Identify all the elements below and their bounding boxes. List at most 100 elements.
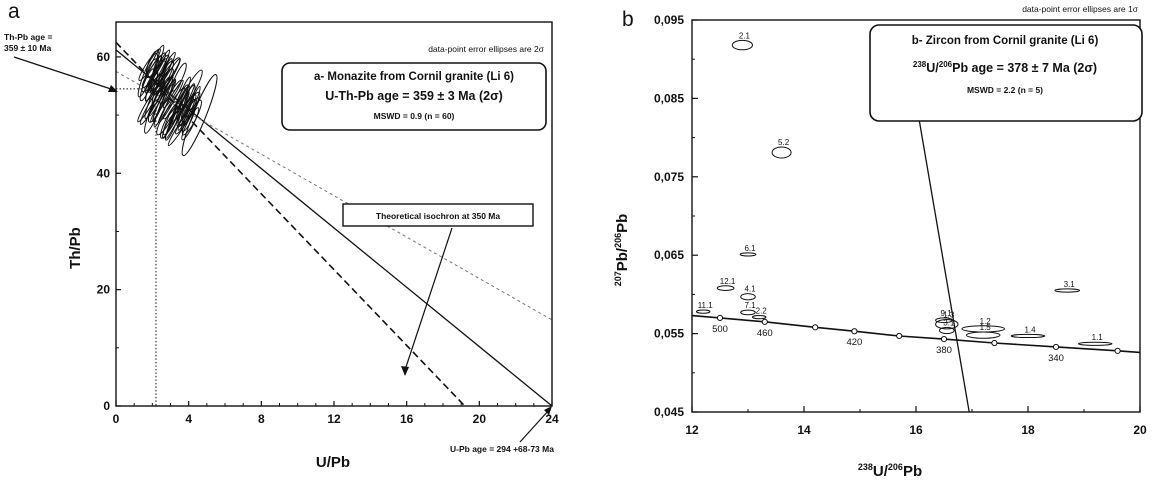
panel-a-th-pb-arrowhead xyxy=(108,85,118,92)
panel-b-y-ticks: 0,045 0,055 0,065 0,075 0,085 0,095 xyxy=(654,13,698,419)
panel-b-point-ellipse xyxy=(731,39,753,51)
panel-a-ellipse xyxy=(158,57,181,88)
panel-a-ellipse xyxy=(181,107,200,141)
panel-a-u-pb-arrowhead xyxy=(544,406,552,415)
panel-b-x-tick-label: 12 xyxy=(685,423,699,437)
panel-a-th-pb-arrow xyxy=(13,56,115,91)
panel-b-point-label: 3.1 xyxy=(1064,280,1076,289)
panel-b-concordia-marker xyxy=(940,335,948,343)
panel-b: b data-point error ellipses are 1σ 500 46… xyxy=(613,4,1147,480)
panel-a-legend-box xyxy=(281,62,547,131)
panel-a-ellipse xyxy=(144,49,171,94)
panel-b-point-ellipse xyxy=(935,318,959,330)
panel-b-point-ellipse xyxy=(740,293,756,301)
panel-a-x-tick-label: 0 xyxy=(113,412,120,426)
panel-b-concordia-marker xyxy=(991,339,998,347)
panel-b-point-ellipse xyxy=(1010,333,1046,339)
panel-b-point-ellipse xyxy=(1054,288,1081,293)
panel-a-line-dashed xyxy=(115,41,466,407)
panel-b-point-ellipse xyxy=(939,326,955,335)
panel-a-theoretical-arrow xyxy=(404,227,453,371)
panel-b-concordia-age-label: 340 xyxy=(1048,353,1064,364)
panel-b-concordia-age-label: 420 xyxy=(846,337,862,348)
panel-b-point-ellipse xyxy=(740,309,756,316)
panel-a-y-tick-label: 40 xyxy=(97,166,111,180)
panel-a-ellipse xyxy=(162,79,182,109)
panel-a-legend-title: a- Monazite from Cornil granite (Li 6) xyxy=(314,71,514,83)
panel-a-x-tick-label: 20 xyxy=(473,412,487,426)
panel-b-x-tick-label: 16 xyxy=(909,423,923,437)
panel-b-concordia: 500 460 420 380 340 xyxy=(691,314,1141,364)
panel-b-y-tick-label: 0,075 xyxy=(654,170,684,184)
panel-a-x-tick-label: 8 xyxy=(258,412,265,426)
panel-a-theoretical-arrowhead xyxy=(401,366,409,376)
panel-b-y-label: 207Pb/206Pb xyxy=(613,214,631,287)
panel-a-u-pb-age-label: U-Pb age = 294 +68-73 Ma xyxy=(450,444,554,454)
panel-b-point-label: 1.5 xyxy=(980,323,992,332)
panel-b-x-ticks: 12 14 16 18 20 xyxy=(685,406,1147,437)
panel-b-legend-title: b- Zircon from Cornil granite (Li 6) xyxy=(912,35,1099,47)
panel-a-theoretical-box xyxy=(342,203,534,227)
panel-b-y-tick-label: 0,045 xyxy=(654,405,684,419)
panel-b-point-label: 12.1 xyxy=(720,277,736,286)
panel-b-x-tick-label: 18 xyxy=(1021,423,1035,437)
panel-a-theoretical-label: Theoretical isochron at 350 Ma xyxy=(376,211,501,221)
panel-b-point-label: 1.1 xyxy=(1092,333,1104,342)
panel-a-legend-mswd: MSWD = 0.9 (n = 60) xyxy=(374,111,455,121)
panel-a-letter: a xyxy=(8,0,20,23)
panel-a-legend-age: U-Th-Pb age = 359 ± 3 Ma (2σ) xyxy=(325,89,503,103)
panel-a-ellipse xyxy=(184,84,196,107)
panel-b-point-label: 1.2 xyxy=(980,317,992,326)
panel-b-point-ellipse xyxy=(739,252,757,257)
panel-a-y-ticks: 0 20 40 60 xyxy=(97,50,121,413)
panel-b-regression xyxy=(909,68,970,413)
panel-a-y-tick-label: 60 xyxy=(97,50,111,64)
panel-b-y-tick-label: 0,055 xyxy=(654,327,684,341)
panel-b-x-tick-label: 14 xyxy=(797,423,811,437)
panel-b-letter: b xyxy=(622,8,634,31)
panel-b-point-ellipse xyxy=(965,331,1001,339)
panel-b-legend-age: 238U/206Pb age = 378 ± 7 Ma (2σ) xyxy=(913,60,1097,75)
panel-a-x-tick-label: 16 xyxy=(400,412,414,426)
panel-b-concordia-marker xyxy=(1052,343,1060,351)
panel-a-u-pb-arrow xyxy=(519,409,550,443)
panel-b-data-points: 2.15.26.112.14.17.111.12.2 9.11.33.1 1.21.… xyxy=(695,31,1113,346)
panel-b-point-label: 3.1 xyxy=(943,318,955,327)
panel-a-ellipse xyxy=(161,104,177,139)
panel-a-ellipse-cluster xyxy=(137,44,218,157)
panel-a-ellipse xyxy=(181,99,202,136)
panel-b-point-label: 2.1 xyxy=(739,31,751,40)
panel-a-ellipse xyxy=(141,44,165,93)
panel-b-legend-box xyxy=(869,24,1143,122)
panel-b-concordia-marker xyxy=(896,332,903,340)
panel-a-y-tick-label: 20 xyxy=(97,283,111,297)
panel-b-point-ellipse xyxy=(771,146,792,159)
panel-b-point-label: 9.1 xyxy=(940,309,952,318)
panel-b-concordia-marker xyxy=(1114,347,1121,354)
panel-a-ellipse xyxy=(174,76,191,114)
panel-b-x-label: 238U/206Pb xyxy=(858,462,922,480)
panel-b-concordia-age-label: 460 xyxy=(757,328,773,339)
panel-b-error-note: data-point error ellipses are 1σ xyxy=(1022,4,1139,14)
panel-b-point-label: 7.1 xyxy=(744,301,756,310)
panel-b-point-label: 4.1 xyxy=(744,285,756,294)
panel-b-y-tick-label: 0,095 xyxy=(654,13,684,27)
panel-a-x-tick-label: 12 xyxy=(327,412,341,426)
panel-b-concordia-age-label: 500 xyxy=(712,324,728,335)
panel-b-concordia-marker xyxy=(761,318,768,325)
panel-b-concordia-marker xyxy=(716,314,724,322)
panel-b-x-tick-label: 20 xyxy=(1133,423,1147,437)
panel-a-ellipse xyxy=(181,98,197,132)
panel-b-point-ellipse xyxy=(751,315,767,320)
panel-b-point-ellipse xyxy=(695,309,711,314)
panel-a-x-tick-label: 24 xyxy=(545,412,559,426)
panel-b-y-tick-label: 0,085 xyxy=(654,91,684,105)
panel-a-x-label: U/Pb xyxy=(316,454,350,471)
panel-a-ellipse xyxy=(171,62,187,92)
panel-a-x-tick-label: 4 xyxy=(185,412,192,426)
panel-b-regression-line xyxy=(909,68,970,413)
panel-b-point-ellipse xyxy=(716,285,735,291)
panel-a-error-note: data-point error ellipses are 2σ xyxy=(428,44,545,54)
panel-b-point-label: 6.1 xyxy=(744,244,756,253)
